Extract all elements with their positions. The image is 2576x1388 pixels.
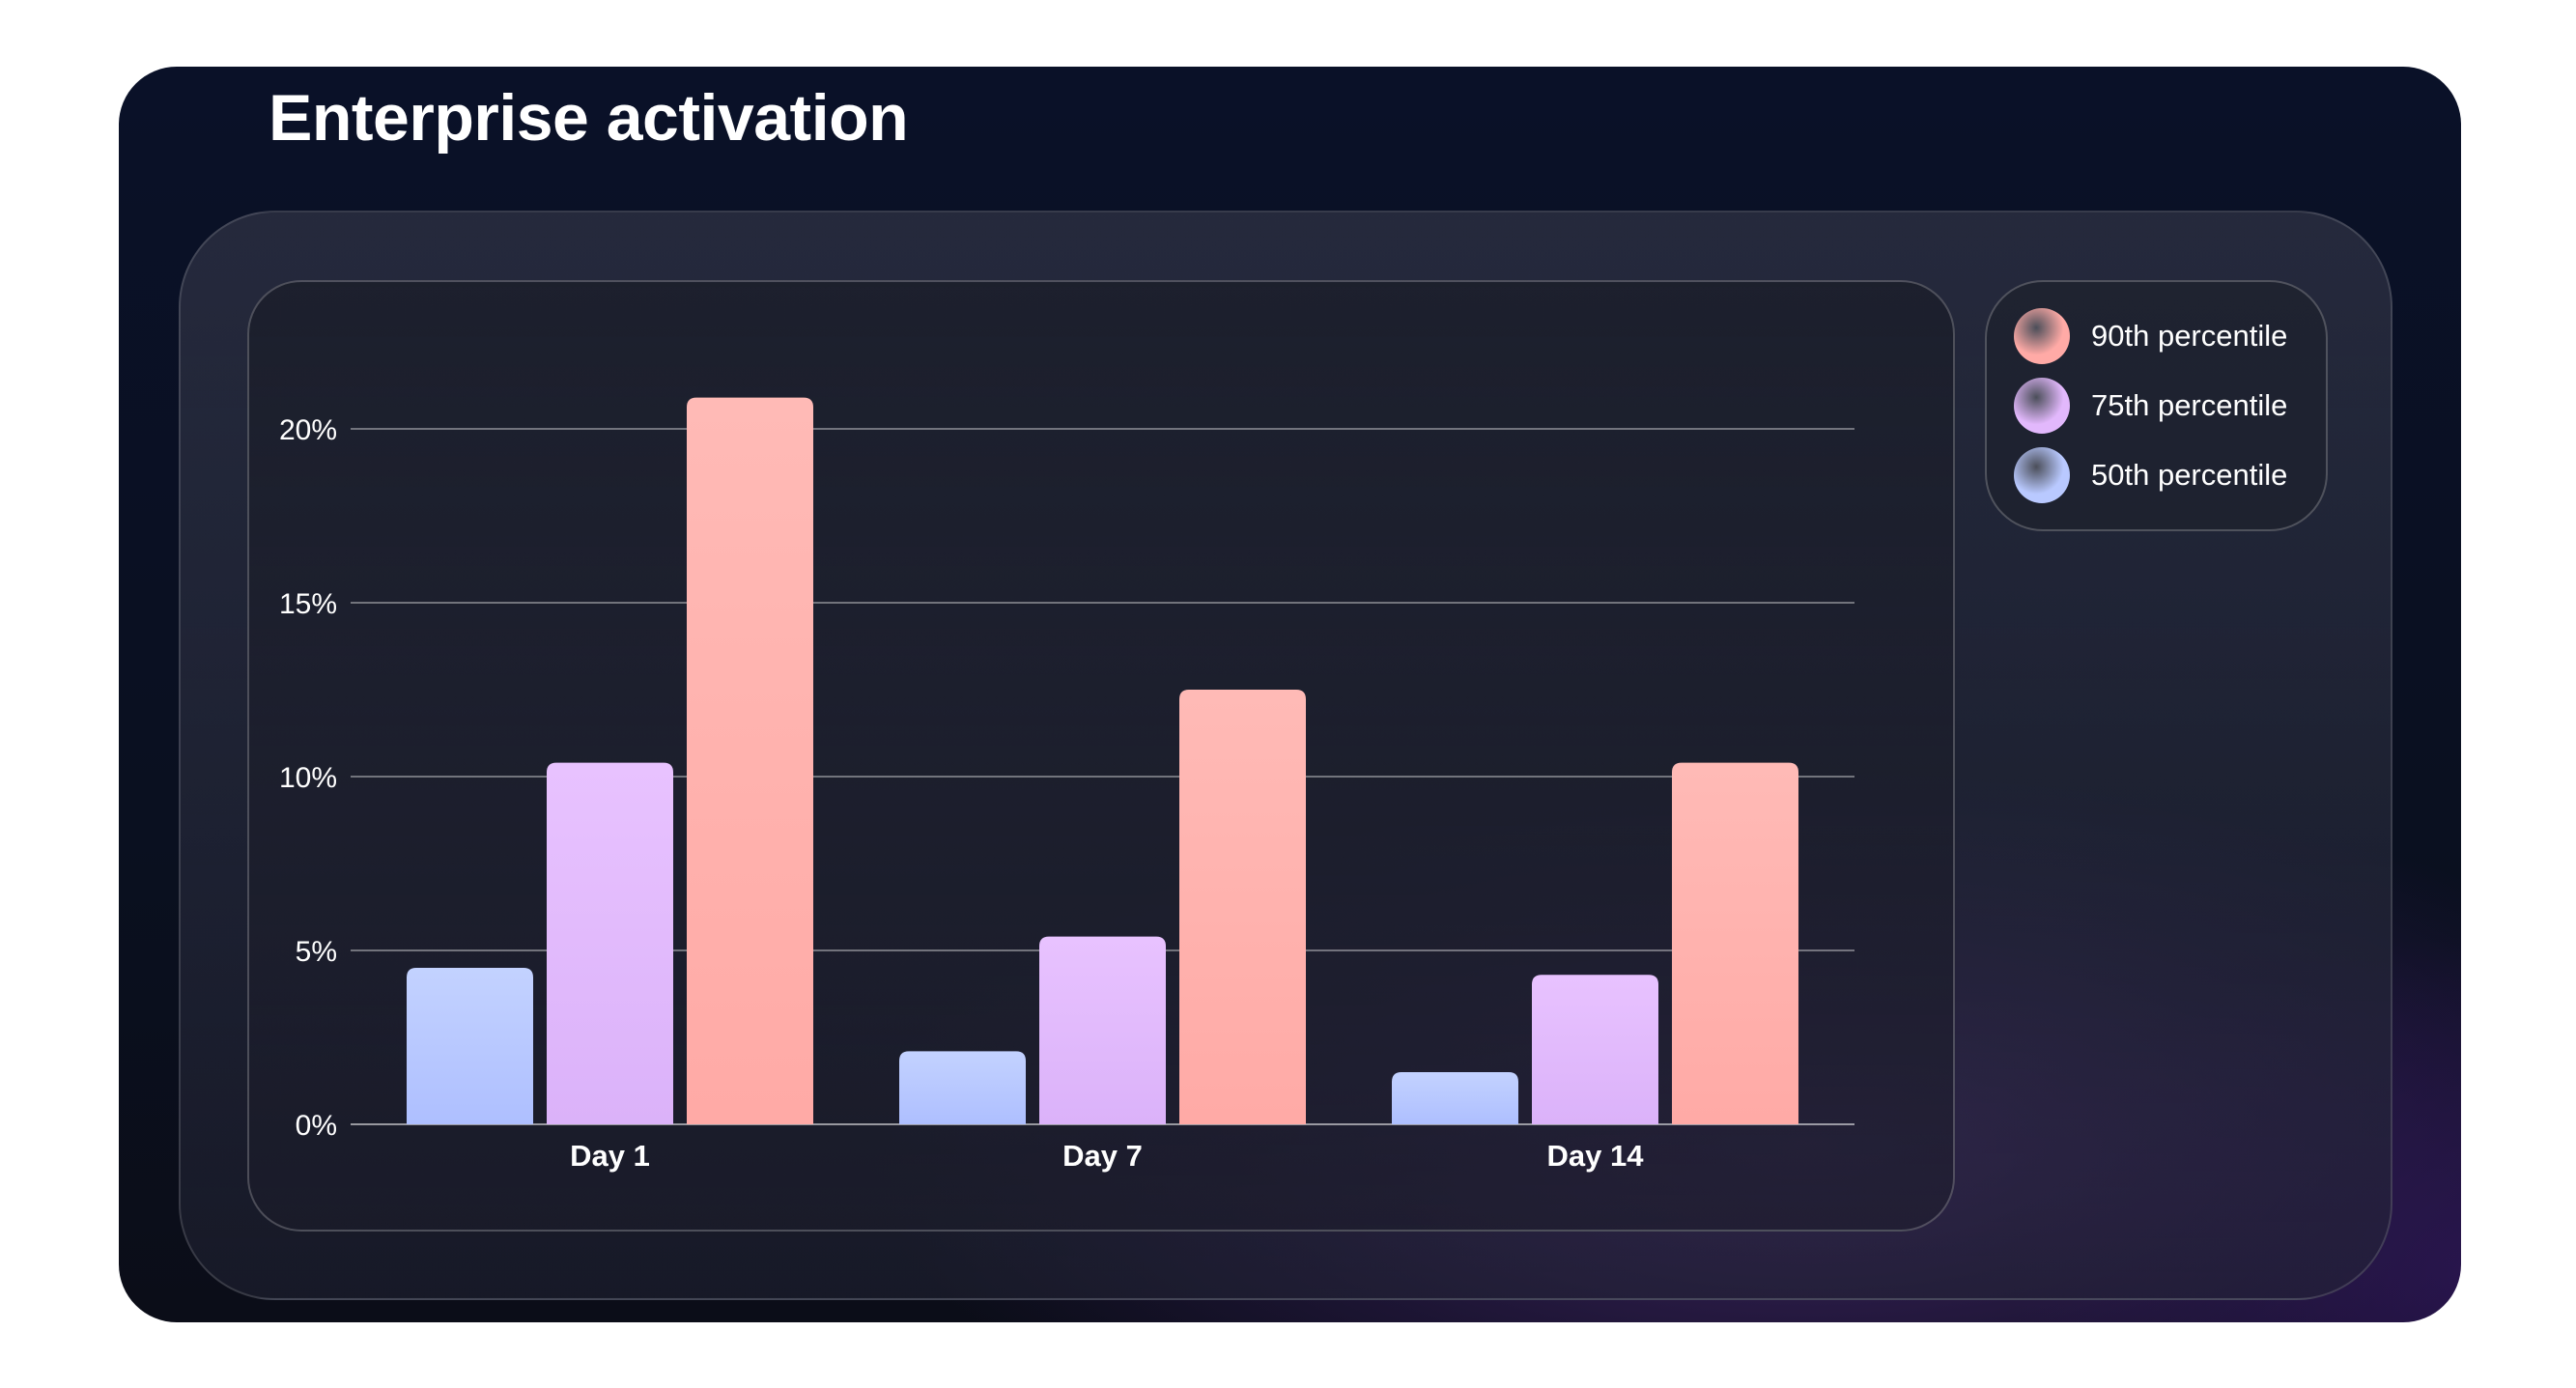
bar-day-7-50th	[899, 1051, 1026, 1124]
legend-item-90th: 90th percentile	[2014, 307, 2287, 365]
legend-swatch-50th	[2014, 447, 2070, 503]
bar-day-14-75th	[1532, 975, 1658, 1124]
bar-day-7-90th	[1179, 690, 1306, 1124]
bar-day-1-75th	[547, 762, 673, 1124]
x-tick-label-day-14: Day 14	[1547, 1139, 1645, 1173]
y-tick-label-10: 10%	[279, 762, 337, 794]
y-tick-label-5: 5%	[296, 936, 337, 968]
y-tick-label-15: 15%	[279, 588, 337, 620]
bar-day-14-90th	[1672, 762, 1798, 1124]
x-tick-label-day-1: Day 1	[570, 1139, 650, 1173]
bar-chart: 0% 5% 10% 15% 20% Day 1 Day 7 Day 14	[279, 397, 1854, 1173]
legend-label-90th: 90th percentile	[2091, 319, 2288, 353]
legend-label-75th: 75th percentile	[2091, 388, 2288, 422]
legend: 90th percentile 75th percentile 50th per…	[1985, 280, 2328, 531]
x-tick-label-day-7: Day 7	[1062, 1139, 1143, 1173]
y-tick-label-0: 0%	[296, 1110, 337, 1142]
y-tick-label-20: 20%	[279, 414, 337, 446]
legend-item-75th: 75th percentile	[2014, 377, 2287, 435]
legend-item-50th: 50th percentile	[2014, 446, 2287, 504]
legend-label-50th: 50th percentile	[2091, 458, 2288, 492]
bar-day-14-50th	[1392, 1072, 1518, 1124]
chart-card: Enterprise activation 0% 5% 10% 15% 20% Day 1…	[119, 67, 2461, 1322]
bar-day-1-90th	[687, 397, 813, 1125]
bar-day-1-50th	[407, 968, 533, 1124]
bar-day-7-75th	[1039, 936, 1166, 1124]
legend-swatch-75th	[2014, 378, 2070, 434]
legend-swatch-90th	[2014, 308, 2070, 364]
page-title: Enterprise activation	[269, 81, 909, 155]
